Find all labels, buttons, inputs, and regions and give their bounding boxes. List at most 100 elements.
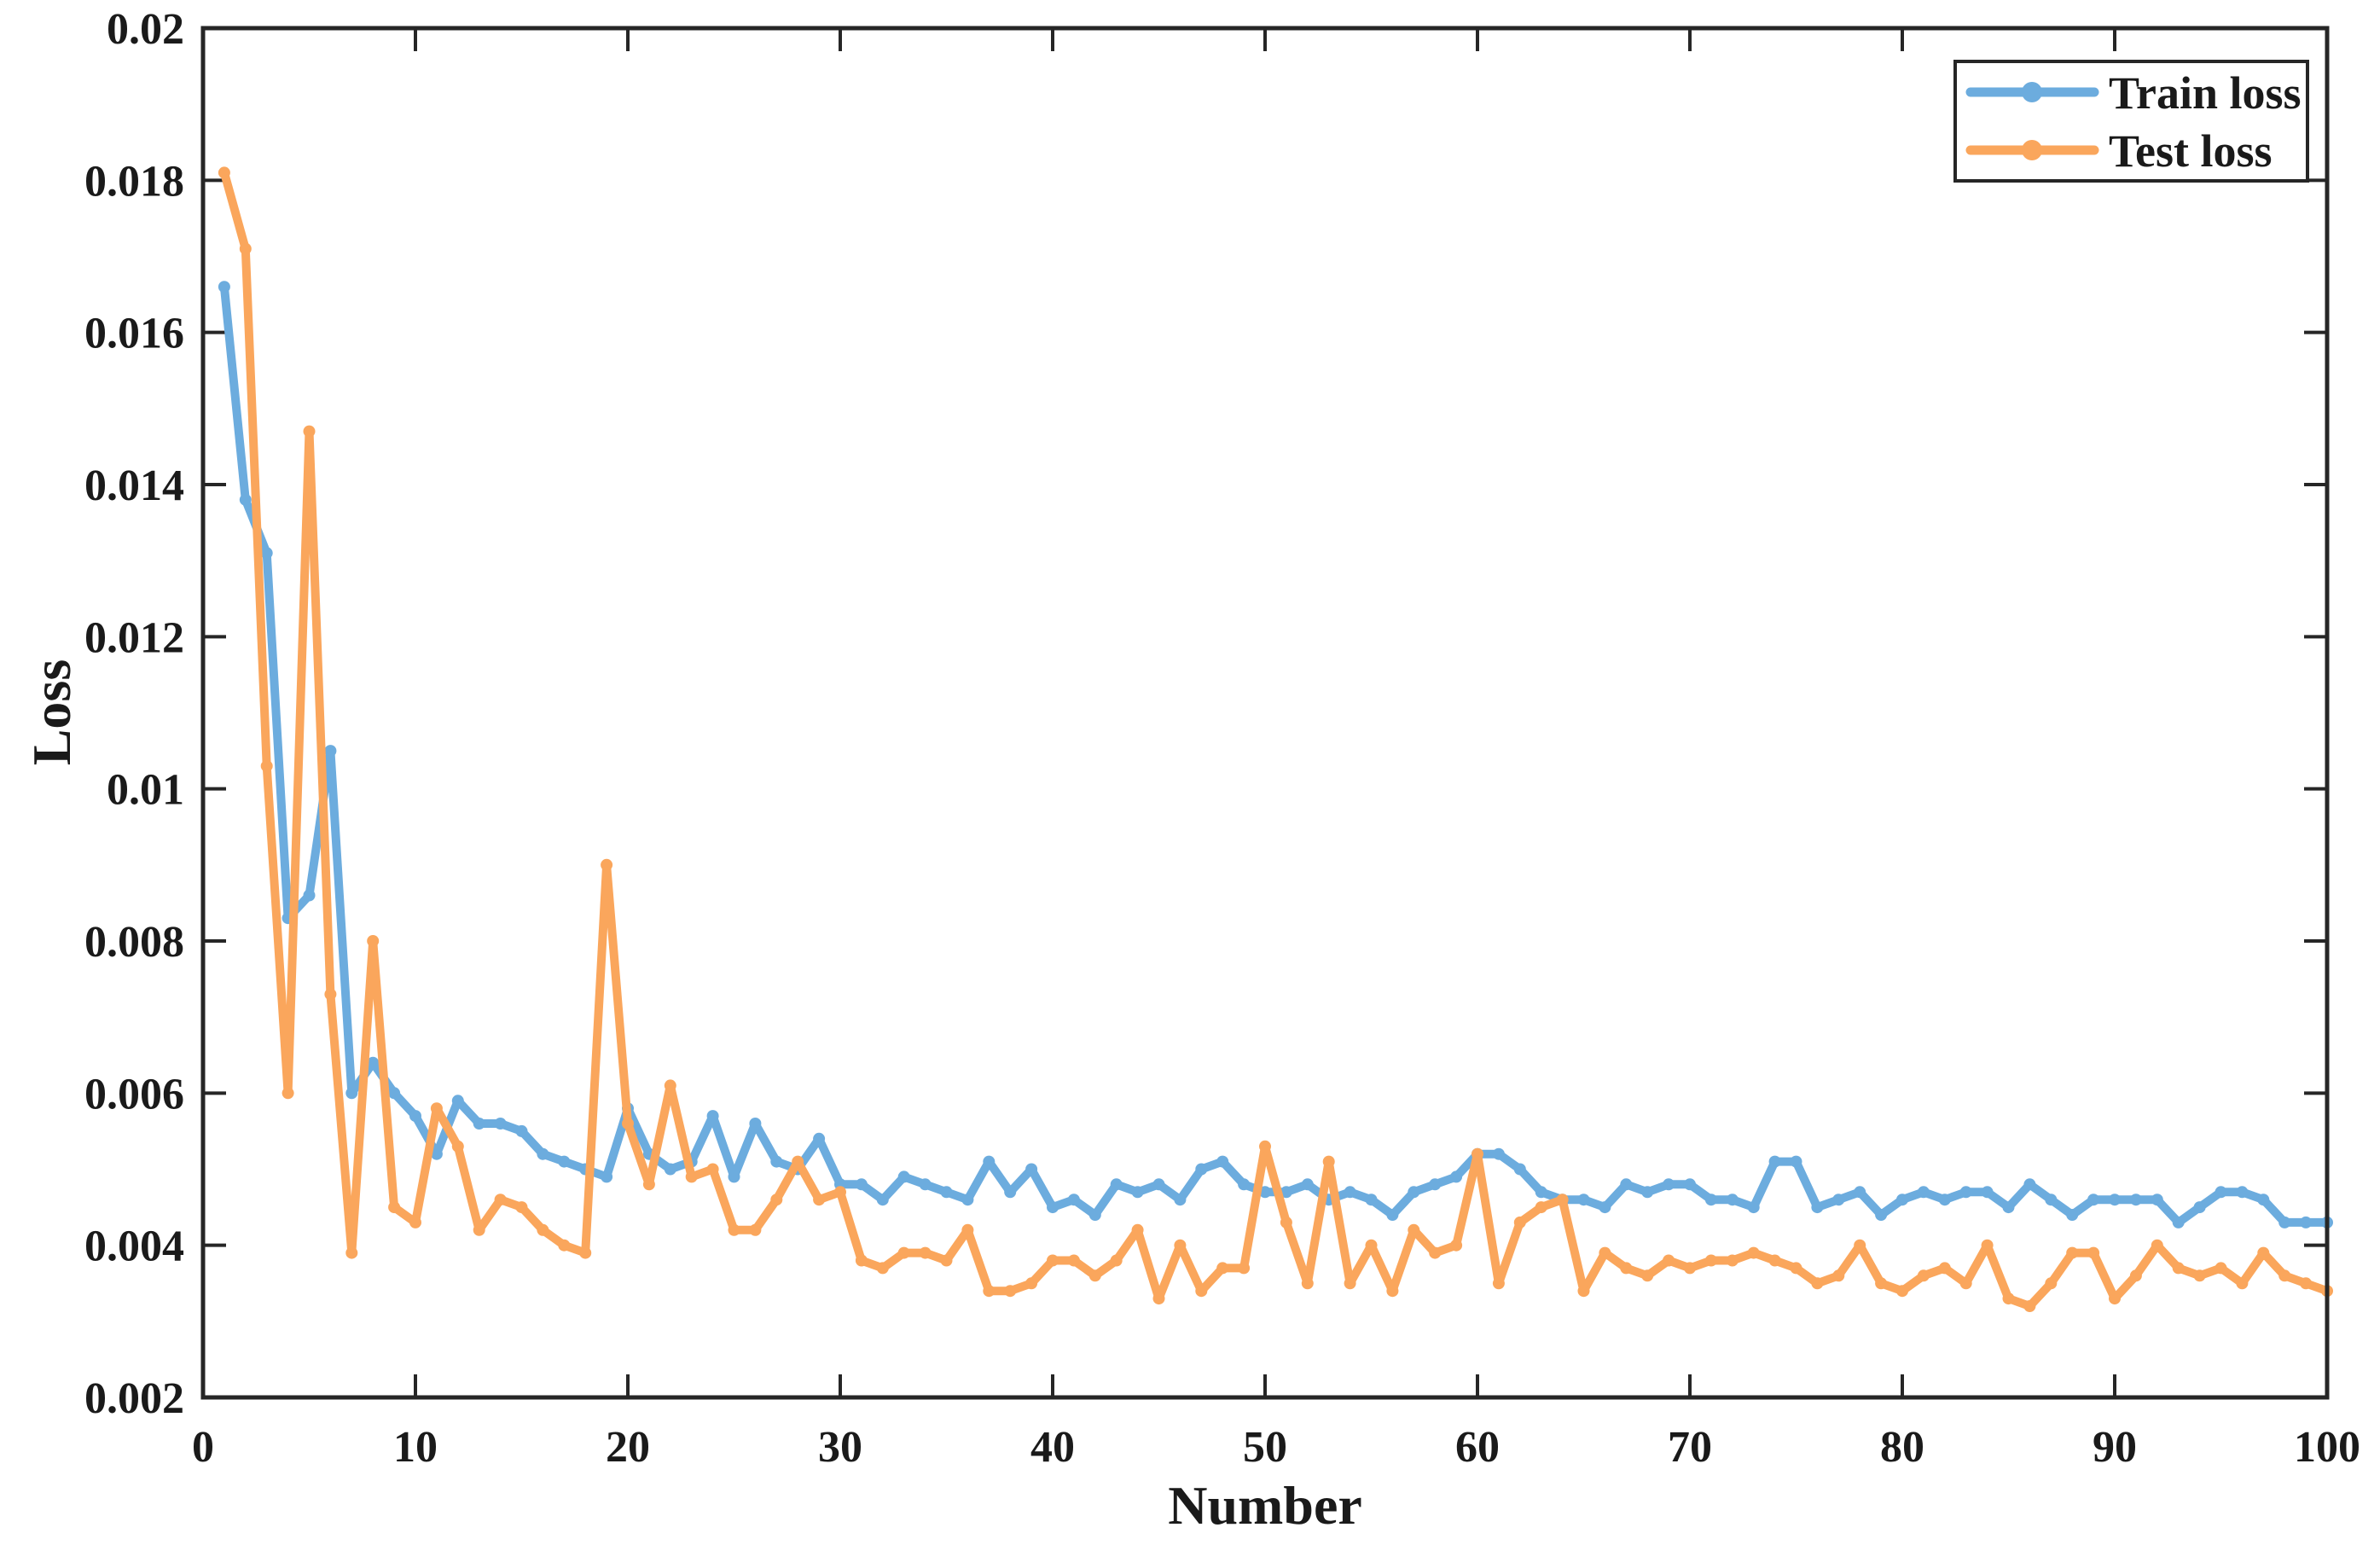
data-point-marker: [876, 1194, 889, 1206]
data-point-marker: [1067, 1194, 1080, 1206]
data-point-marker: [2002, 1201, 2015, 1214]
tick-labels: 0 10 20 30 40 50 60 70 80 90 100 0.002 0.004 0.006 0.0…: [84, 5, 2360, 1472]
data-point-marker: [2236, 1277, 2249, 1290]
data-point-marker: [1917, 1186, 1930, 1199]
data-point-marker: [1599, 1246, 1611, 1259]
data-point-marker: [451, 1095, 464, 1107]
data-point-marker: [919, 1246, 932, 1259]
data-point-marker: [1047, 1254, 1059, 1267]
data-point-marker: [2023, 1178, 2036, 1191]
data-point-marker: [451, 1140, 464, 1153]
data-point-marker: [855, 1178, 868, 1191]
data-point-marker: [1896, 1285, 1908, 1298]
data-point-marker: [1832, 1194, 1845, 1206]
data-point-marker: [1535, 1201, 1547, 1214]
y-tick-label: 0.014: [84, 462, 184, 510]
data-point-marker: [1195, 1285, 1208, 1298]
data-point-marker: [1896, 1194, 1908, 1206]
data-point-marker: [1768, 1155, 1781, 1168]
data-point-marker: [345, 1087, 358, 1100]
data-point-marker: [1408, 1186, 1420, 1199]
data-point-marker: [1959, 1277, 1972, 1290]
data-point-marker: [1726, 1254, 1739, 1267]
legend: Train loss Test loss: [1953, 60, 2309, 183]
data-point-marker: [642, 1178, 655, 1191]
data-point-marker: [1386, 1285, 1399, 1298]
x-tick-label: 40: [1030, 1423, 1075, 1472]
data-point-marker: [897, 1170, 910, 1183]
data-point-marker: [1917, 1269, 1930, 1282]
data-point-marker: [494, 1118, 507, 1130]
data-point-marker: [728, 1223, 740, 1236]
data-point-marker: [685, 1170, 698, 1183]
data-point-marker: [558, 1155, 571, 1168]
x-tick-label: 30: [818, 1423, 862, 1472]
data-point-marker: [409, 1110, 421, 1123]
data-point-marker: [1067, 1254, 1080, 1267]
data-point-marker: [983, 1155, 996, 1168]
data-point-marker: [1472, 1147, 1483, 1160]
data-point-marker: [601, 858, 613, 871]
data-point-marker: [2172, 1216, 2185, 1228]
data-point-marker: [260, 759, 273, 772]
data-point-marker: [1577, 1285, 1590, 1298]
data-point-marker: [1216, 1155, 1229, 1168]
data-point-marker: [430, 1147, 443, 1160]
data-point-marker: [1513, 1163, 1526, 1176]
data-point-marker: [1131, 1223, 1144, 1236]
data-point-marker: [1663, 1178, 1675, 1191]
y-tick-label: 0.008: [84, 918, 184, 967]
x-tick-label: 100: [2294, 1423, 2360, 1472]
data-point-marker: [1875, 1277, 1888, 1290]
data-point-marker: [1938, 1262, 1951, 1275]
series-test-loss: [218, 166, 2333, 1312]
data-point-marker: [834, 1186, 846, 1199]
y-tick-label: 0.002: [84, 1374, 184, 1423]
data-point-marker: [1429, 1246, 1442, 1259]
data-point-marker: [1301, 1277, 1314, 1290]
data-point-marker: [1301, 1178, 1314, 1191]
data-point-marker: [473, 1118, 485, 1130]
test-loss-marker-swatch: [2022, 140, 2042, 160]
data-point-marker: [1747, 1246, 1760, 1259]
data-point-marker: [1004, 1285, 1017, 1298]
data-point-marker: [1790, 1262, 1802, 1275]
data-point-marker: [388, 1087, 401, 1100]
data-point-marker: [1556, 1194, 1569, 1206]
data-point-marker: [579, 1246, 592, 1259]
data-point-marker: [1854, 1186, 1866, 1199]
y-tick-label: 0.012: [84, 613, 184, 662]
data-point-marker: [1386, 1209, 1399, 1221]
data-point-marker: [1025, 1163, 1038, 1176]
data-point-marker: [855, 1254, 868, 1267]
data-point-marker: [1747, 1201, 1760, 1214]
data-point-marker: [770, 1155, 783, 1168]
data-point-marker: [2023, 1300, 2036, 1312]
data-point-marker: [2236, 1186, 2249, 1199]
data-point-marker: [897, 1246, 910, 1259]
data-point-marker: [1174, 1194, 1187, 1206]
data-point-marker: [1450, 1239, 1463, 1252]
data-point-marker: [1811, 1201, 1824, 1214]
data-point-marker: [728, 1170, 740, 1183]
data-point-marker: [1663, 1254, 1675, 1267]
data-point-marker: [1322, 1155, 1335, 1168]
data-point-marker: [2109, 1194, 2121, 1206]
data-point-marker: [2257, 1246, 2270, 1259]
y-tick-label: 0.01: [107, 766, 184, 815]
data-point-marker: [2129, 1194, 2142, 1206]
x-tick-label: 90: [2093, 1423, 2137, 1472]
data-point-marker: [218, 281, 230, 293]
data-point-marker: [2193, 1201, 2206, 1214]
data-point-marker: [2215, 1262, 2227, 1275]
data-point-marker: [218, 166, 230, 179]
data-point-marker: [2045, 1277, 2058, 1290]
data-point-marker: [473, 1223, 485, 1236]
data-point-marker: [749, 1223, 762, 1236]
data-point-marker: [2215, 1186, 2227, 1199]
data-point-marker: [1110, 1178, 1123, 1191]
data-point-marker: [983, 1285, 996, 1298]
data-point-marker: [1259, 1186, 1271, 1199]
